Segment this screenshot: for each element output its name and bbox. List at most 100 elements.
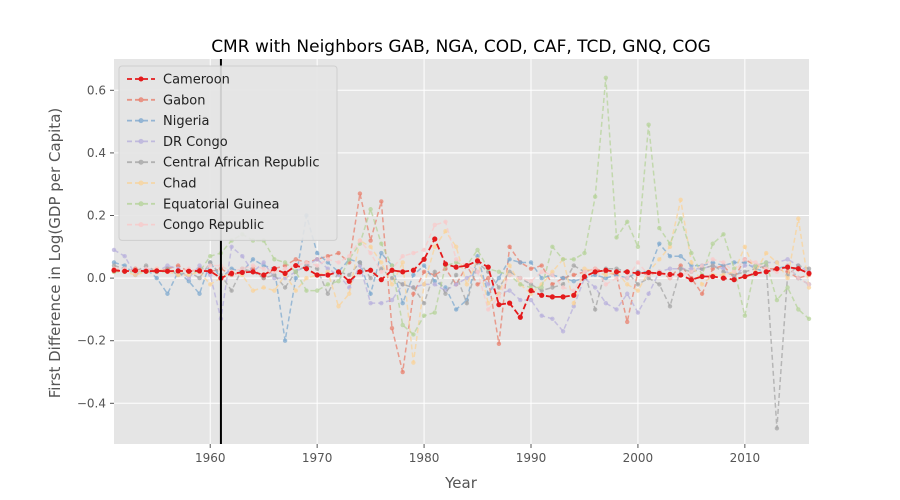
x-tick-label: 2010 xyxy=(730,451,761,465)
data-point xyxy=(560,294,566,300)
data-point xyxy=(539,263,544,268)
data-point xyxy=(261,272,267,278)
data-point xyxy=(421,313,427,318)
legend-box xyxy=(118,65,338,241)
data-point xyxy=(507,257,512,262)
data-point xyxy=(752,270,759,277)
data-point xyxy=(560,282,566,287)
x-axis-label: Year xyxy=(444,474,478,492)
x-tick-label: 1970 xyxy=(302,451,333,465)
data-point xyxy=(250,288,256,293)
data-point xyxy=(710,263,715,268)
data-point xyxy=(400,322,405,328)
data-point xyxy=(165,263,170,268)
data-point xyxy=(550,272,555,278)
data-point xyxy=(208,263,213,268)
data-point xyxy=(453,257,459,262)
data-point xyxy=(667,271,673,277)
data-point xyxy=(496,285,502,290)
data-point xyxy=(411,272,416,278)
data-point xyxy=(689,266,694,271)
data-point xyxy=(197,291,202,296)
data-point xyxy=(111,247,117,253)
data-point xyxy=(560,257,566,262)
x-tick-label: 1980 xyxy=(409,451,440,465)
data-point xyxy=(592,285,598,290)
data-point xyxy=(699,273,705,280)
data-point xyxy=(571,263,576,268)
data-point xyxy=(325,272,331,278)
data-point xyxy=(625,291,630,296)
series-layer xyxy=(111,75,812,431)
data-point xyxy=(421,256,427,262)
y-tick-label: 0.0 xyxy=(87,271,106,285)
data-point xyxy=(411,250,416,256)
data-point xyxy=(282,285,288,290)
data-point xyxy=(796,216,801,221)
data-point xyxy=(357,238,363,243)
y-tick-label: 0.2 xyxy=(87,209,106,223)
data-point xyxy=(432,269,437,275)
data-point xyxy=(271,266,277,272)
series-line xyxy=(114,77,810,336)
data-point xyxy=(282,260,288,265)
data-point xyxy=(678,266,683,271)
data-point xyxy=(379,266,384,271)
data-point xyxy=(539,313,544,318)
data-point xyxy=(261,285,266,290)
data-point xyxy=(764,260,769,265)
data-point xyxy=(389,325,395,331)
data-point xyxy=(368,291,373,296)
data-point xyxy=(635,260,641,265)
data-point xyxy=(379,260,384,265)
x-tick-label: 1990 xyxy=(516,451,547,465)
legend-swatch-marker xyxy=(138,159,144,165)
data-point xyxy=(347,257,352,262)
data-point xyxy=(175,263,181,268)
data-point xyxy=(710,266,715,271)
data-point xyxy=(657,241,662,246)
data-point xyxy=(667,244,673,250)
data-point xyxy=(368,250,373,256)
data-point xyxy=(699,291,705,296)
data-point xyxy=(111,267,117,273)
legend: Cameroon Gabon Nigeria DR Congo Central Afri… xyxy=(118,65,338,241)
data-point xyxy=(432,279,437,284)
data-point xyxy=(443,219,448,224)
data-point xyxy=(240,253,245,259)
data-point xyxy=(774,260,780,265)
data-point xyxy=(699,263,705,268)
data-point xyxy=(475,282,480,287)
data-point xyxy=(496,269,502,275)
data-point xyxy=(582,250,587,256)
data-point xyxy=(560,285,566,290)
legend-label: Chad xyxy=(163,177,197,192)
data-point xyxy=(464,282,470,287)
data-point xyxy=(785,257,790,262)
data-point xyxy=(336,279,341,284)
data-point xyxy=(336,250,341,256)
data-point xyxy=(229,244,234,250)
data-point xyxy=(646,269,652,276)
data-point xyxy=(304,260,309,265)
data-point xyxy=(293,275,298,281)
data-point xyxy=(625,219,630,224)
data-point xyxy=(132,267,138,274)
data-point xyxy=(314,266,320,271)
data-point xyxy=(560,275,566,281)
data-point xyxy=(314,257,320,262)
data-point xyxy=(678,216,683,221)
data-point xyxy=(379,250,384,256)
legend-label: Central African Republic xyxy=(163,156,319,171)
data-point xyxy=(314,288,320,293)
data-point xyxy=(689,260,694,265)
data-point xyxy=(624,269,630,275)
data-point xyxy=(250,263,256,268)
data-point xyxy=(764,250,769,256)
data-point xyxy=(421,247,427,253)
data-point xyxy=(753,263,758,268)
data-point xyxy=(646,122,651,127)
data-point xyxy=(400,282,405,287)
data-point xyxy=(549,294,555,300)
data-point xyxy=(282,263,288,268)
